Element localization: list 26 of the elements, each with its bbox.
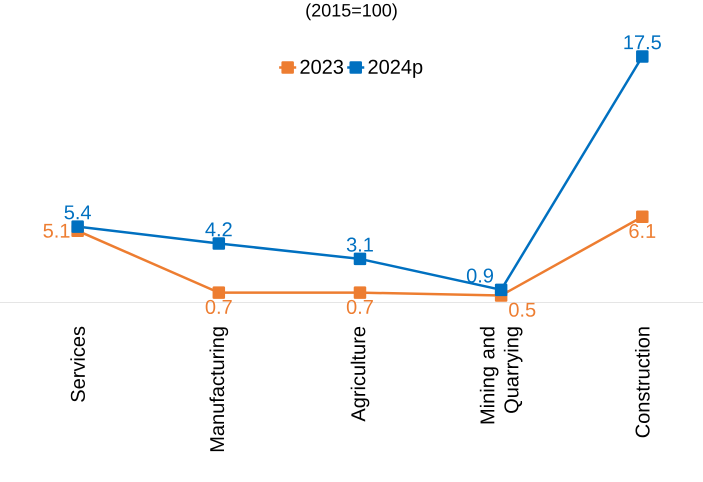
data-label: 0.5	[509, 302, 536, 317]
point	[212, 286, 226, 299]
point	[71, 220, 84, 233]
data-label: 17.5	[624, 35, 661, 50]
data-label: 0.9	[466, 268, 493, 283]
data-label: 5.1	[43, 224, 70, 238]
data-label: 6.1	[629, 224, 656, 238]
point	[636, 50, 649, 63]
legend-label: 2024p	[368, 60, 422, 78]
point	[636, 210, 649, 224]
data-label: 0.7	[206, 300, 232, 314]
point	[212, 237, 226, 250]
x-tick-label: Services	[70, 326, 85, 402]
legend-label: 2023	[300, 60, 344, 74]
data-label: 5.4	[64, 205, 91, 220]
x-tick-label: Agriculture	[350, 326, 370, 422]
x-tick-label: Construction	[634, 327, 650, 438]
point	[494, 284, 508, 296]
x-tick-label: Mining and Quarrying	[480, 327, 522, 424]
data-label: 0.7	[346, 300, 373, 314]
chart-subtitle: (2015=100)	[306, 3, 397, 20]
point	[354, 286, 366, 299]
data-label: 3.1	[346, 238, 373, 252]
x-tick-label: Manufacturing	[209, 327, 228, 452]
data-label: 4.2	[205, 222, 232, 236]
point	[354, 252, 366, 266]
